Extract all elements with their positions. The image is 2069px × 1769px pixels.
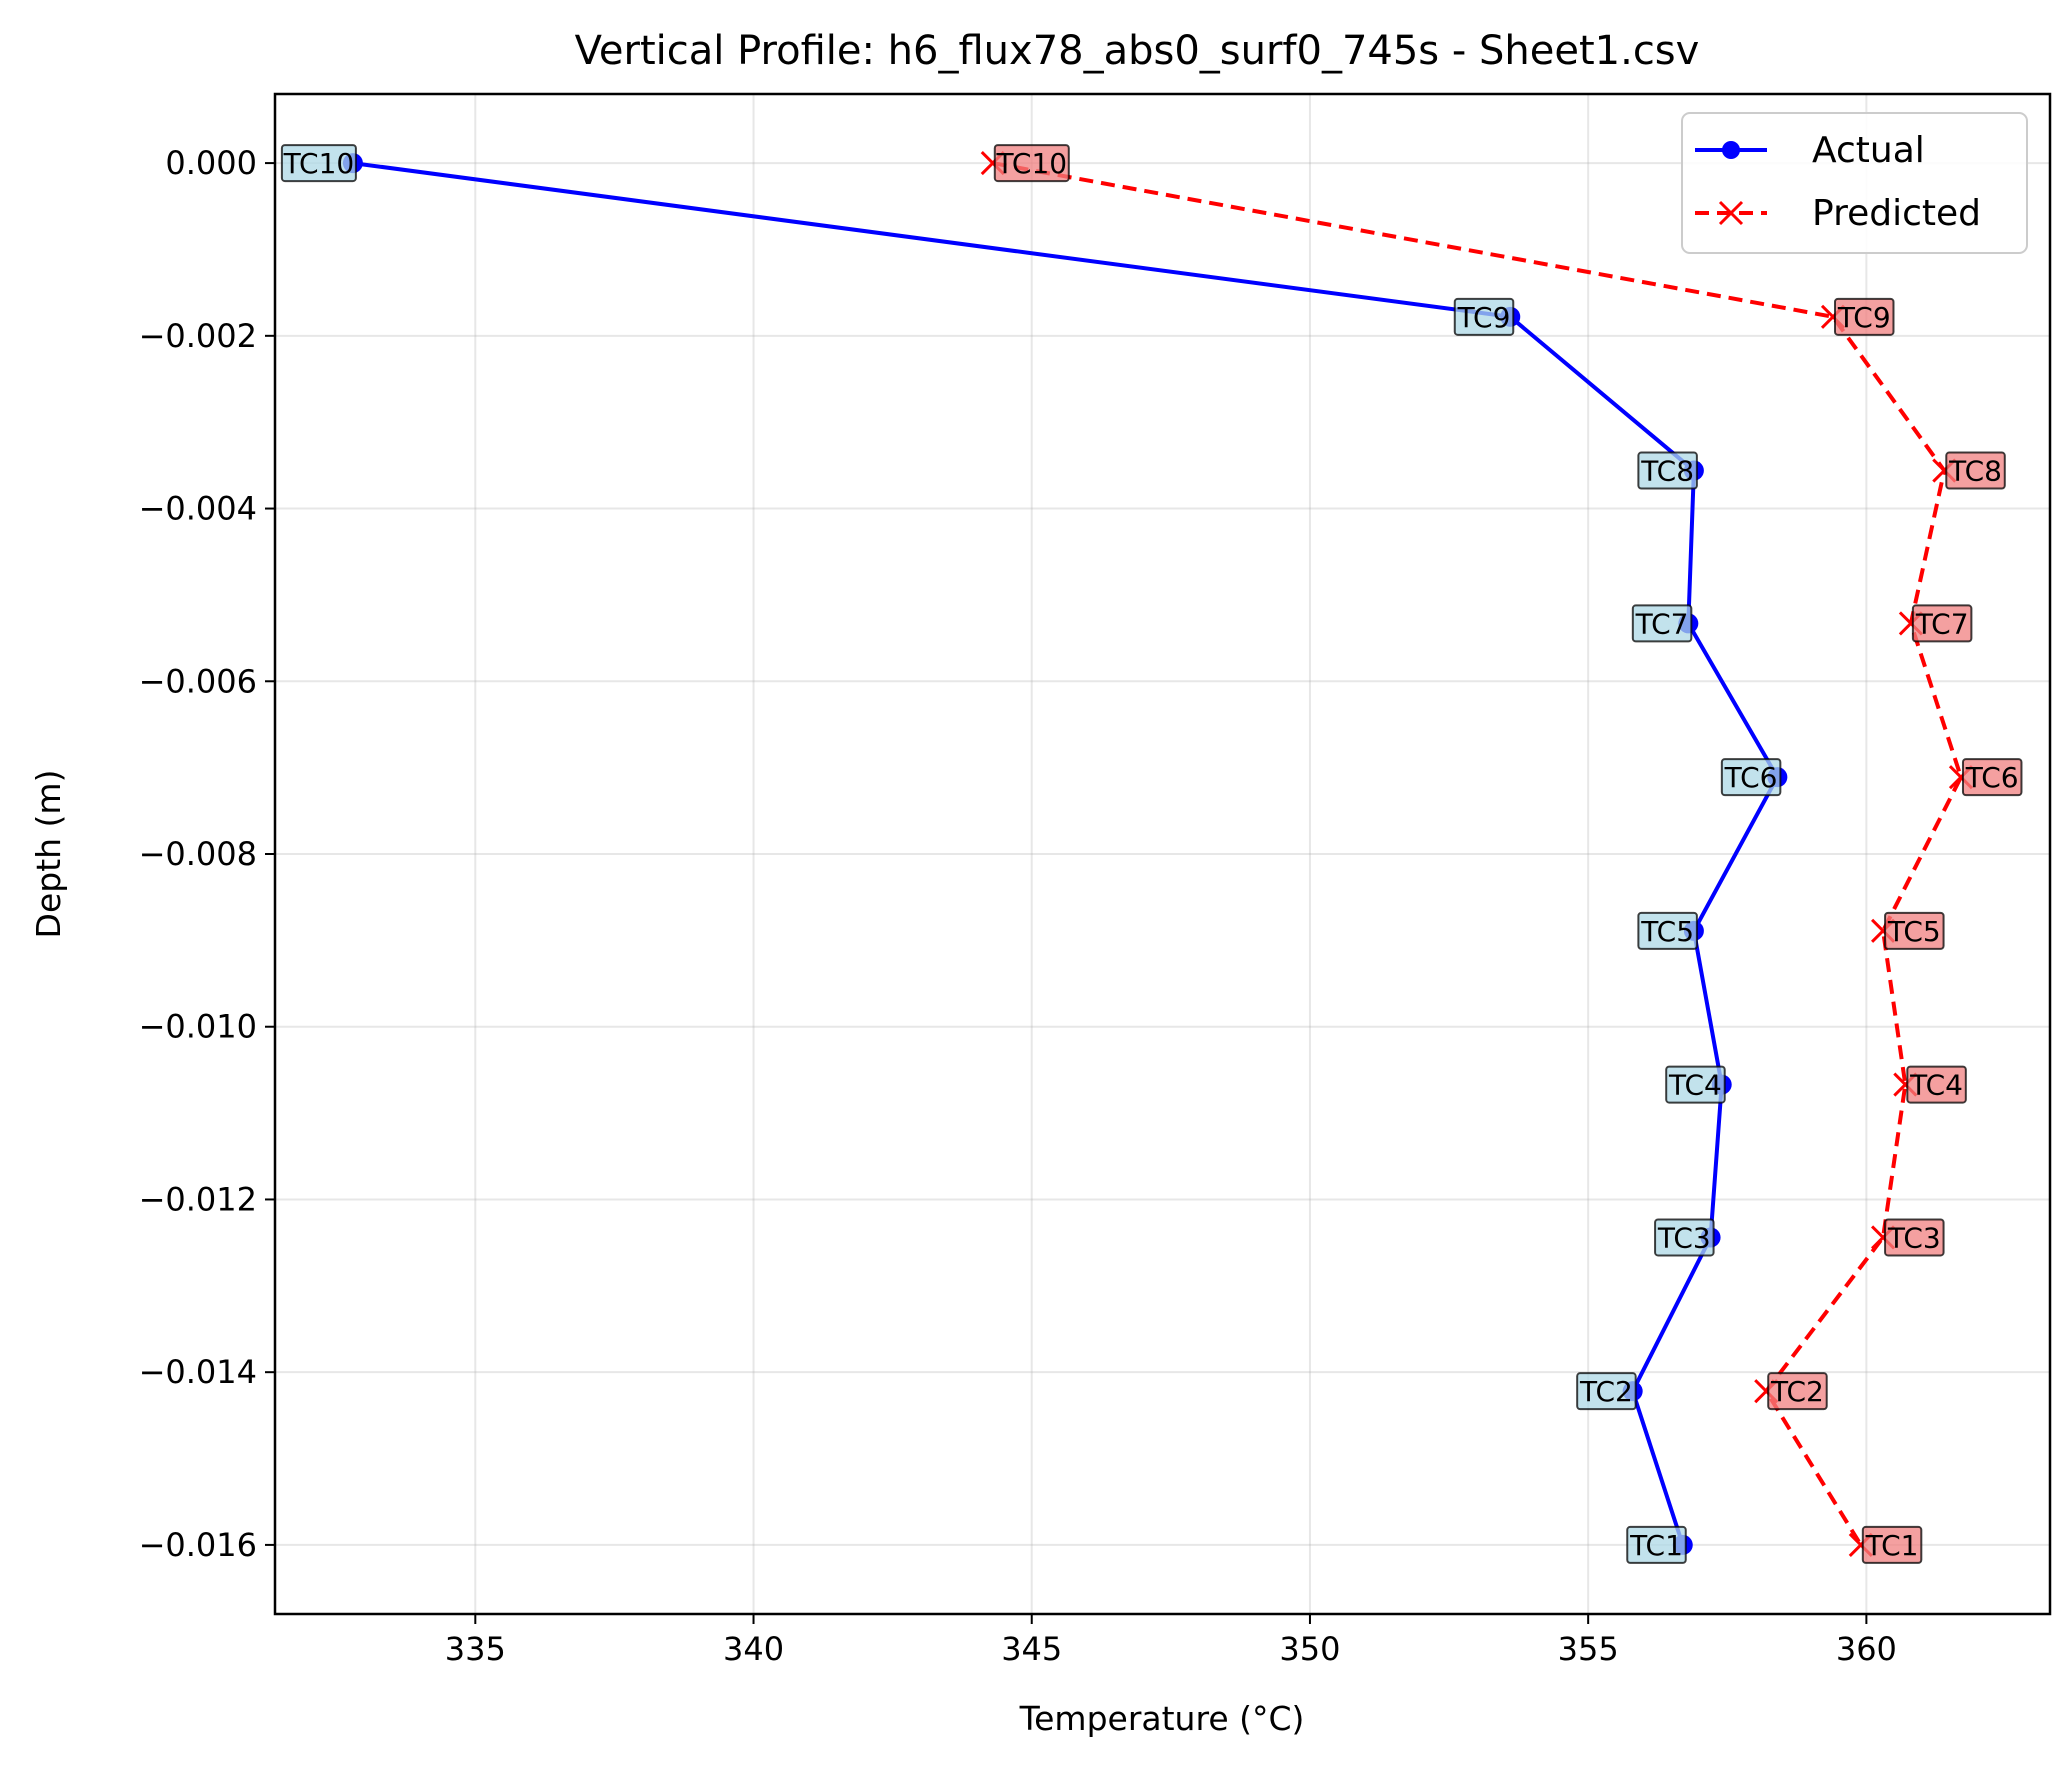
x-tick-label: 355 <box>1558 1630 1619 1668</box>
point-label-box <box>1861 1525 1923 1564</box>
axis-ticks: 335 340 345 350 355 360 0.000 −0.002 −0.004 −0.00… <box>139 144 1897 1668</box>
point-label-actual: TC7 <box>1635 607 1689 640</box>
point-label-box <box>1767 1372 1828 1411</box>
point-label-box <box>1906 1065 1967 1104</box>
legend-box <box>1681 112 2028 254</box>
point-label-box <box>1576 1372 1637 1411</box>
y-tick-label: −0.004 <box>139 490 257 528</box>
point-label-box <box>1911 604 1973 643</box>
y-tick-label: −0.010 <box>139 1008 257 1046</box>
point-label-actual: TC1 <box>1629 1529 1683 1562</box>
point-label-box <box>1961 758 2023 797</box>
x-tick-label: 335 <box>445 1630 506 1668</box>
point-label-actual: TC10 <box>283 147 355 180</box>
point-label-actual: TC4 <box>1668 1069 1722 1102</box>
point-label-predicted: TC4 <box>1909 1069 1963 1102</box>
y-axis-label: Depth (m) <box>29 770 68 939</box>
point-label-box <box>1665 1065 1726 1104</box>
point-label-actual: TC9 <box>1457 301 1511 334</box>
point-label-predicted: TC8 <box>1948 455 2002 488</box>
legend-predicted-marker <box>1718 200 1744 226</box>
point-label-actual: TC8 <box>1640 455 1694 488</box>
point-label-box <box>1720 758 1782 797</box>
y-tick-label: −0.012 <box>139 1180 257 1218</box>
y-tick-label: −0.008 <box>139 835 257 873</box>
point-label-box <box>1884 911 1945 950</box>
point-label-box <box>1453 297 1515 336</box>
point-label-box <box>280 144 357 183</box>
point-label-predicted: TC3 <box>1887 1221 1941 1254</box>
point-label-actual: TC6 <box>1724 761 1778 794</box>
y-tick-label: −0.014 <box>139 1353 257 1391</box>
y-tick-label: −0.006 <box>139 662 257 700</box>
point-label-box <box>1833 297 1895 336</box>
point-label-box <box>1631 604 1693 643</box>
point-label-predicted: TC5 <box>1887 915 1941 948</box>
point-label-box <box>1637 451 1698 490</box>
x-tick-label: 360 <box>1836 1630 1897 1668</box>
legend-actual-marker <box>1722 141 1740 159</box>
x-tick-label: 345 <box>1001 1630 1062 1668</box>
y-tick-label: 0.000 <box>165 144 257 182</box>
point-label-predicted: TC9 <box>1837 301 1891 334</box>
point-label-box <box>1637 911 1698 950</box>
point-labels-layer: TC10 TC9 TC8 TC7 TC6 TC5 TC4 TC3 TC2 TC1 TC10 TC9 TC… <box>280 144 2023 1564</box>
series-line-actual <box>352 161 1780 1546</box>
point-label-predicted: TC1 <box>1865 1529 1919 1562</box>
point-label-predicted: TC2 <box>1770 1375 1824 1408</box>
y-tick-label: −0.016 <box>139 1526 257 1564</box>
legend-predicted-label: Predicted <box>1812 193 1981 234</box>
legend-actual-label: Actual <box>1812 130 1925 171</box>
point-label-predicted: TC10 <box>995 147 1067 180</box>
point-label-actual: TC2 <box>1579 1375 1633 1408</box>
point-label-actual: TC5 <box>1640 915 1694 948</box>
point-label-box <box>1626 1525 1687 1564</box>
point-label-box <box>1654 1218 1715 1257</box>
point-label-box <box>1884 1218 1945 1257</box>
point-label-actual: TC3 <box>1657 1221 1711 1254</box>
y-tick-label: −0.002 <box>139 317 257 355</box>
point-label-predicted: TC7 <box>1915 607 1969 640</box>
point-label-predicted: TC6 <box>1965 761 2019 794</box>
legend: Actual Predicted <box>1681 112 2028 254</box>
point-label-box <box>993 144 1070 183</box>
x-axis-label: Temperature (°C) <box>1019 1699 1305 1738</box>
grid-lines <box>275 94 2050 1614</box>
x-tick-label: 340 <box>723 1630 784 1668</box>
chart-title: Vertical Profile: h6_flux78_abs0_surf0_7… <box>575 28 1700 74</box>
x-tick-label: 350 <box>1279 1630 1340 1668</box>
series-line-predicted <box>992 161 1964 1546</box>
point-label-box <box>1945 451 2006 490</box>
